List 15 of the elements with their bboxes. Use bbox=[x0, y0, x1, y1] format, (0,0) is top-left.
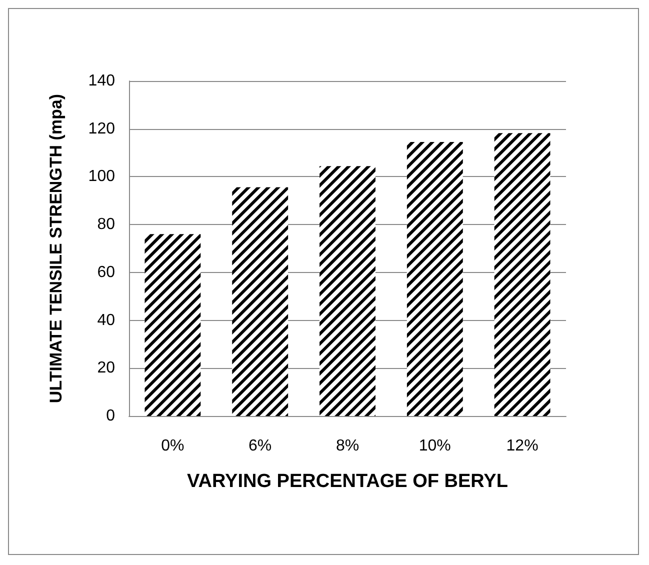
y-tick-label: 100 bbox=[88, 168, 116, 186]
y-tick-label: 80 bbox=[97, 216, 116, 234]
y-tick-label: 60 bbox=[97, 264, 116, 281]
x-tick-label: 6% bbox=[248, 438, 272, 454]
x-tick-label: 12% bbox=[506, 438, 538, 454]
x-axis-title: VARYING PERCENTAGE OF BERYL bbox=[187, 471, 508, 492]
y-axis-title: ULTIMATE TENSILE STRENGTH (mpa) bbox=[46, 94, 66, 404]
x-tick-label: 10% bbox=[418, 438, 451, 454]
y-tick-label: 120 bbox=[88, 120, 116, 138]
x-tick-label: 8% bbox=[336, 438, 360, 454]
y-tick-label: 140 bbox=[88, 72, 116, 90]
y-tick-label: 20 bbox=[97, 360, 116, 377]
y-tick-label: 0 bbox=[106, 408, 116, 424]
x-tick-label: 0% bbox=[161, 438, 184, 454]
y-tick-label: 40 bbox=[97, 312, 116, 329]
